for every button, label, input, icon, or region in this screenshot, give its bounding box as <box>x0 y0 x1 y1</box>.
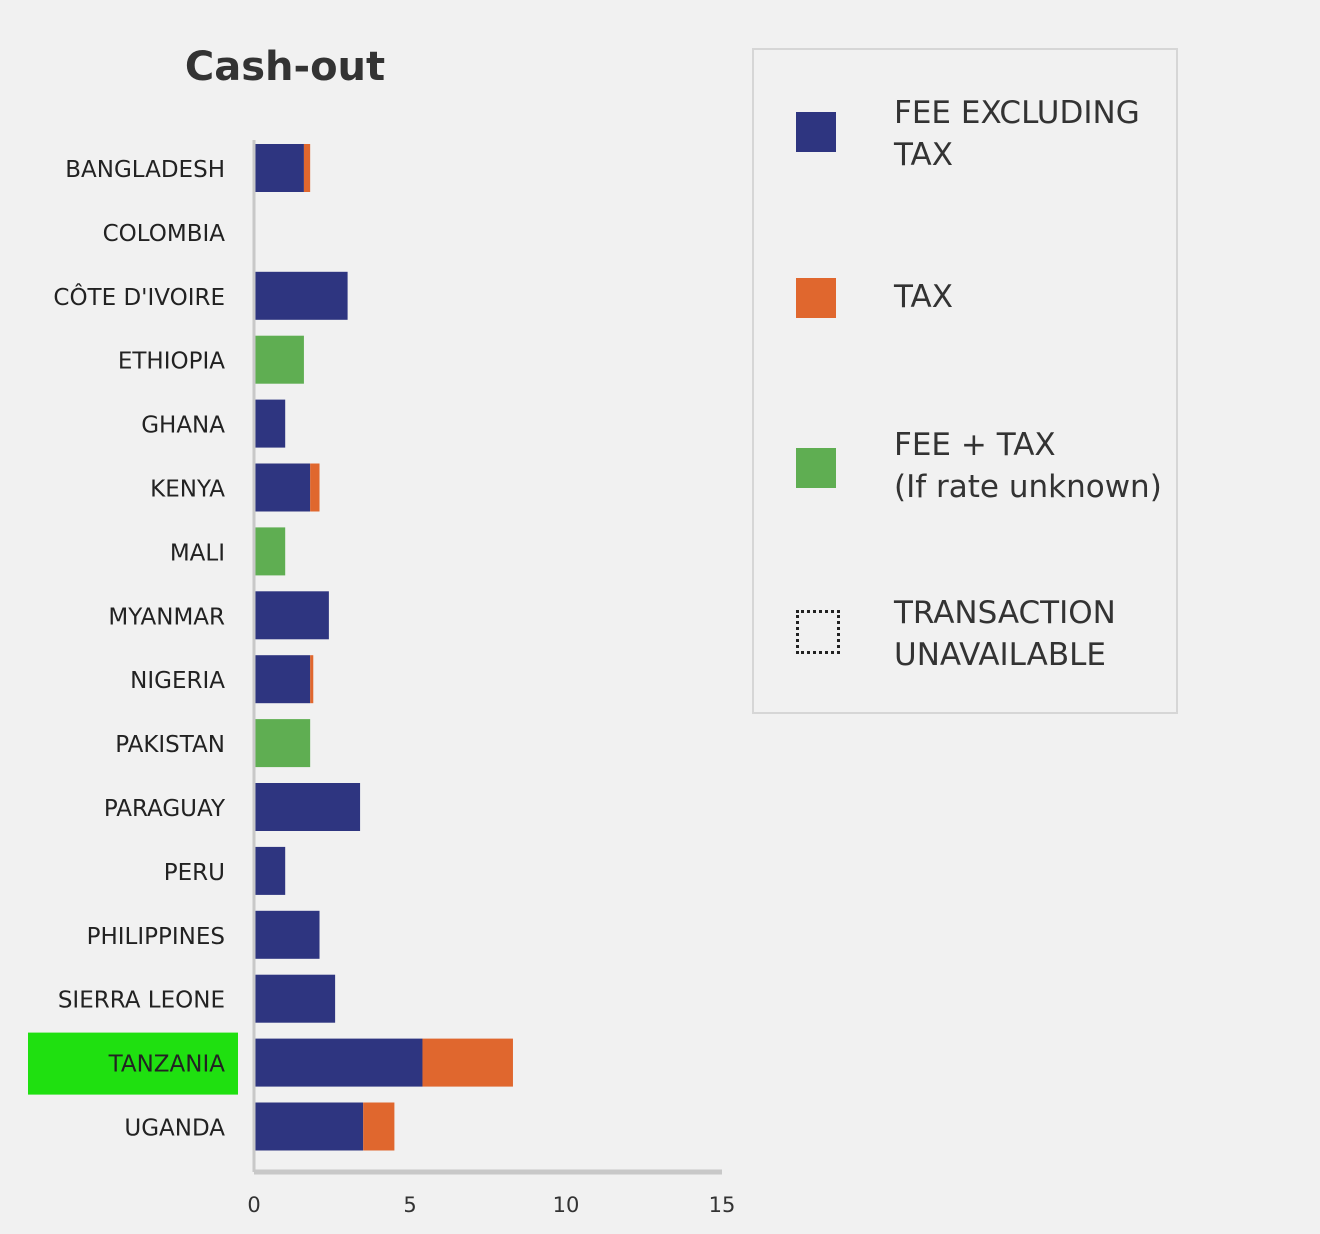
chart-title: Cash-out <box>185 44 385 90</box>
legend-label-fee-excluding-tax: FEE EXCLUDING TAX <box>894 95 1140 173</box>
x-tick-label-10: 10 <box>553 1193 580 1217</box>
legend-label-fee-plus-tax: FEE + TAX (If rate unknown) <box>894 427 1162 505</box>
bar-tanzania-fee-excluding-tax <box>254 1038 423 1087</box>
bar-mali-fee-tax-if-rate-unknown <box>254 527 286 576</box>
bar-philippines-fee-excluding-tax <box>254 910 320 959</box>
bar-uganda-fee-excluding-tax <box>254 1102 364 1151</box>
bar-sierra-leone-fee-excluding-tax <box>254 974 336 1023</box>
x-tick-label-15: 15 <box>709 1193 736 1217</box>
bar-kenya-fee-excluding-tax <box>254 463 311 512</box>
legend-label-unavailable: TRANSACTION UNAVAILABLE <box>894 595 1116 673</box>
tax-swatch <box>796 278 836 318</box>
category-label-myanmar: MYANMAR <box>108 604 225 630</box>
bar-myanmar-fee-excluding-tax <box>254 591 329 640</box>
bar-kenya-tax <box>310 463 320 512</box>
category-label-c-te-d-ivoire: CÔTE D'IVOIRE <box>53 283 225 311</box>
bar-ethiopia-fee-tax-if-rate-unknown <box>254 335 304 384</box>
category-label-bangladesh: BANGLADESH <box>65 157 225 183</box>
x-tick-label-0: 0 <box>247 1193 260 1217</box>
fee-excluding-tax-swatch <box>796 112 836 152</box>
legend: FEE EXCLUDING TAX TAX FEE + TAX (If rate… <box>752 48 1178 714</box>
category-label-mali: MALI <box>170 540 225 566</box>
fee-plus-tax-swatch <box>796 448 836 488</box>
bar-ghana-fee-excluding-tax <box>254 399 286 448</box>
category-label-ethiopia: ETHIOPIA <box>118 349 225 375</box>
category-label-sierra-leone: SIERRA LEONE <box>58 988 225 1014</box>
category-label-nigeria: NIGERIA <box>130 668 225 694</box>
bar-bangladesh-tax <box>303 144 311 192</box>
category-label-philippines: PHILIPPINES <box>87 924 225 950</box>
bar-paraguay-fee-excluding-tax <box>254 783 361 831</box>
category-label-pakistan: PAKISTAN <box>115 732 225 758</box>
bar-peru-fee-excluding-tax <box>254 846 286 895</box>
category-label-tanzania: TANZANIA <box>108 1052 226 1078</box>
bar-c-te-d-ivoire-fee-excluding-tax <box>254 271 348 320</box>
bar-tanzania-tax <box>422 1038 513 1087</box>
category-label-peru: PERU <box>164 860 225 886</box>
category-label-ghana: GHANA <box>141 413 225 439</box>
unavailable-dotted-swatch <box>796 610 840 654</box>
category-label-paraguay: PARAGUAY <box>104 796 226 822</box>
bar-pakistan-fee-tax-if-rate-unknown <box>254 719 311 768</box>
bar-bangladesh-fee-excluding-tax <box>254 144 304 192</box>
highlight-tanzania <box>28 1032 238 1095</box>
category-label-kenya: KENYA <box>150 477 225 503</box>
x-tick-label-5: 5 <box>403 1193 416 1217</box>
bar-uganda-tax <box>363 1102 395 1151</box>
bar-nigeria-tax <box>310 655 314 704</box>
bar-nigeria-fee-excluding-tax <box>254 655 311 704</box>
category-label-colombia: COLOMBIA <box>103 221 226 247</box>
legend-label-tax: TAX <box>894 279 953 315</box>
category-label-uganda: UGANDA <box>124 1116 225 1142</box>
